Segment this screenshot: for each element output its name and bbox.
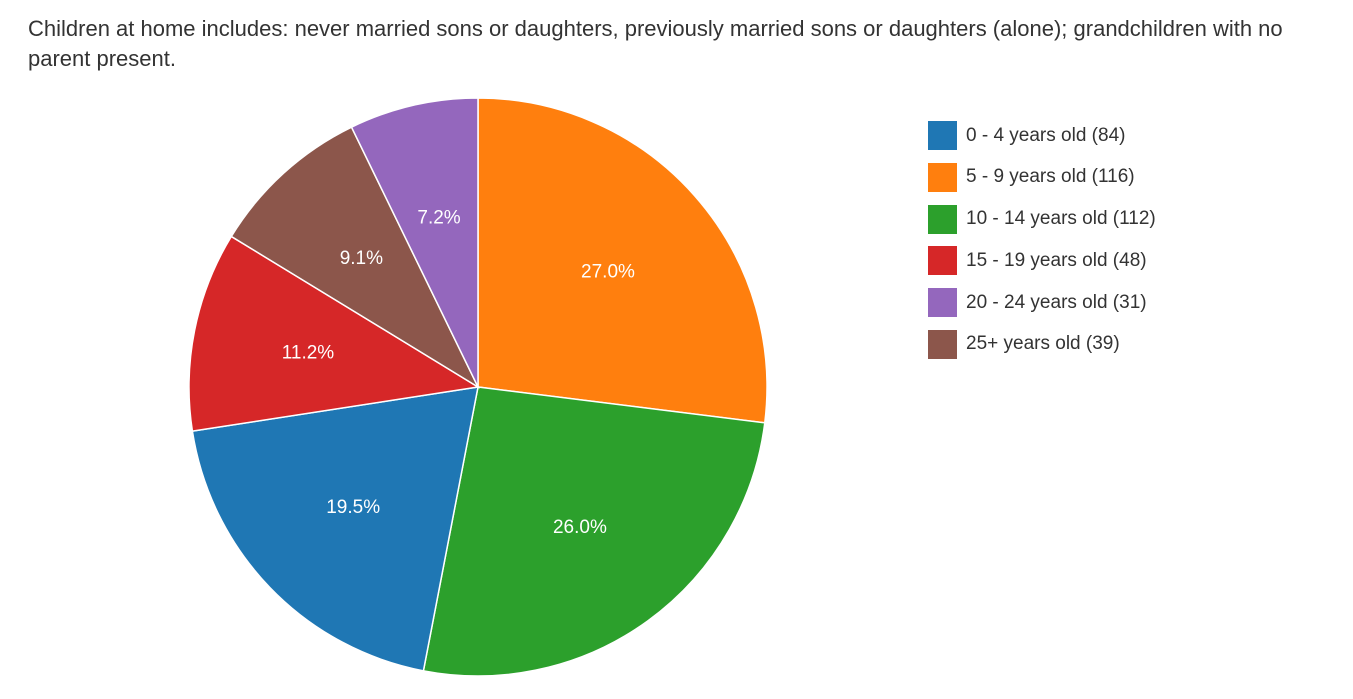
legend-swatch — [928, 246, 957, 276]
legend-item[interactable]: 10 - 14 years old (112) — [928, 204, 1156, 234]
legend-swatch — [928, 288, 957, 318]
legend-label: 15 - 19 years old (48) — [966, 249, 1147, 271]
legend-item[interactable]: 20 - 24 years old (31) — [928, 288, 1156, 318]
legend-swatch — [928, 162, 957, 192]
chart-title: Children at home includes: never married… — [28, 16, 1283, 71]
slice-percent-label: 9.1% — [340, 248, 383, 269]
legend-item[interactable]: 5 - 9 years old (116) — [928, 162, 1156, 192]
slice-percent-label: 26.0% — [553, 517, 607, 538]
legend-label: 25+ years old (39) — [966, 333, 1120, 355]
legend: 0 - 4 years old (84) 5 - 9 years old (11… — [928, 121, 1156, 372]
legend-swatch — [928, 204, 957, 234]
legend-label: 0 - 4 years old (84) — [966, 124, 1126, 146]
legend-label: 10 - 14 years old (112) — [966, 208, 1156, 230]
legend-swatch — [928, 329, 957, 359]
pie-slice[interactable] — [422, 386, 766, 677]
legend-item[interactable]: 0 - 4 years old (84) — [928, 121, 1156, 150]
legend-swatch — [928, 121, 957, 150]
legend-item[interactable]: 25+ years old (39) — [928, 329, 1156, 359]
pie-slice[interactable] — [350, 97, 479, 388]
slice-percent-label: 19.5% — [326, 497, 380, 518]
legend-label: 20 - 24 years old (31) — [966, 291, 1147, 313]
pie-slice[interactable] — [188, 235, 481, 433]
legend-label: 5 - 9 years old (116) — [966, 166, 1135, 188]
slice-percent-label: 27.0% — [581, 262, 635, 283]
legend-item[interactable]: 15 - 19 years old (48) — [928, 246, 1156, 276]
slice-percent-label: 11.2% — [282, 343, 335, 364]
pie-slice[interactable] — [191, 386, 479, 672]
slice-percent-label: 7.2% — [417, 208, 460, 229]
pie-slice[interactable] — [477, 97, 768, 424]
pie-slice[interactable] — [230, 126, 480, 389]
